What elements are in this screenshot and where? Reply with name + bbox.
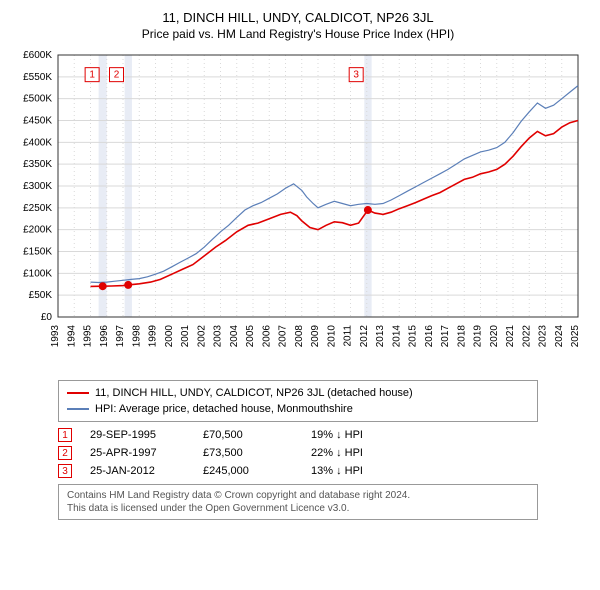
svg-text:3: 3 bbox=[353, 70, 359, 81]
svg-text:1998: 1998 bbox=[131, 325, 142, 348]
svg-text:2024: 2024 bbox=[554, 325, 565, 348]
svg-text:2013: 2013 bbox=[375, 325, 386, 348]
svg-text:2016: 2016 bbox=[424, 325, 435, 348]
svg-text:£250K: £250K bbox=[23, 203, 52, 214]
svg-text:2010: 2010 bbox=[326, 325, 337, 348]
event-marker-3: 3 bbox=[58, 464, 72, 478]
events-list: 1 29-SEP-1995 £70,500 19% ↓ HPI 2 25-APR… bbox=[58, 428, 578, 478]
event-delta: 22% ↓ HPI bbox=[311, 447, 363, 459]
svg-text:£350K: £350K bbox=[23, 159, 52, 170]
attribution-line-1: Contains HM Land Registry data © Crown c… bbox=[67, 489, 529, 502]
svg-text:2025: 2025 bbox=[570, 325, 581, 348]
chart-subtitle: Price paid vs. HM Land Registry's House … bbox=[8, 27, 588, 41]
svg-text:2008: 2008 bbox=[294, 325, 305, 348]
svg-text:2022: 2022 bbox=[521, 325, 532, 348]
svg-text:2012: 2012 bbox=[359, 325, 370, 348]
svg-text:2002: 2002 bbox=[196, 325, 207, 348]
svg-text:2023: 2023 bbox=[538, 325, 549, 348]
event-price: £70,500 bbox=[203, 429, 293, 441]
legend-box: 11, DINCH HILL, UNDY, CALDICOT, NP26 3JL… bbox=[58, 380, 538, 422]
svg-text:2001: 2001 bbox=[180, 325, 191, 348]
svg-text:£450K: £450K bbox=[23, 116, 52, 127]
legend-swatch-hpi bbox=[67, 408, 89, 410]
event-row: 1 29-SEP-1995 £70,500 19% ↓ HPI bbox=[58, 428, 578, 442]
event-date: 29-SEP-1995 bbox=[90, 429, 185, 441]
svg-text:2017: 2017 bbox=[440, 325, 451, 348]
svg-text:£400K: £400K bbox=[23, 137, 52, 148]
svg-text:2018: 2018 bbox=[456, 325, 467, 348]
svg-text:2000: 2000 bbox=[164, 325, 175, 348]
attribution-line-2: This data is licensed under the Open Gov… bbox=[67, 502, 529, 515]
event-date: 25-APR-1997 bbox=[90, 447, 185, 459]
svg-text:2005: 2005 bbox=[245, 325, 256, 348]
event-date: 25-JAN-2012 bbox=[90, 465, 185, 477]
event-row: 3 25-JAN-2012 £245,000 13% ↓ HPI bbox=[58, 464, 578, 478]
event-delta: 19% ↓ HPI bbox=[311, 429, 363, 441]
svg-text:1995: 1995 bbox=[83, 325, 94, 348]
event-price: £73,500 bbox=[203, 447, 293, 459]
svg-text:2021: 2021 bbox=[505, 325, 516, 348]
attribution-box: Contains HM Land Registry data © Crown c… bbox=[58, 484, 538, 520]
event-marker-2: 2 bbox=[58, 446, 72, 460]
legend-label-property: 11, DINCH HILL, UNDY, CALDICOT, NP26 3JL… bbox=[95, 385, 413, 401]
svg-text:2003: 2003 bbox=[213, 325, 224, 348]
svg-text:2020: 2020 bbox=[489, 325, 500, 348]
chart-title: 11, DINCH HILL, UNDY, CALDICOT, NP26 3JL bbox=[8, 10, 588, 25]
event-delta: 13% ↓ HPI bbox=[311, 465, 363, 477]
svg-text:£200K: £200K bbox=[23, 225, 52, 236]
legend-item-hpi: HPI: Average price, detached house, Monm… bbox=[67, 401, 529, 417]
svg-text:2: 2 bbox=[114, 70, 120, 81]
chart-container: 11, DINCH HILL, UNDY, CALDICOT, NP26 3JL… bbox=[0, 0, 600, 532]
svg-text:£50K: £50K bbox=[29, 290, 53, 301]
svg-text:£100K: £100K bbox=[23, 268, 52, 279]
svg-text:2019: 2019 bbox=[473, 325, 484, 348]
svg-text:2015: 2015 bbox=[408, 325, 419, 348]
svg-text:1: 1 bbox=[89, 70, 95, 81]
event-marker-1: 1 bbox=[58, 428, 72, 442]
legend-item-property: 11, DINCH HILL, UNDY, CALDICOT, NP26 3JL… bbox=[67, 385, 529, 401]
svg-text:1994: 1994 bbox=[66, 325, 77, 348]
svg-text:2011: 2011 bbox=[343, 325, 354, 347]
legend-label-hpi: HPI: Average price, detached house, Monm… bbox=[95, 401, 353, 417]
svg-text:2014: 2014 bbox=[391, 325, 402, 348]
chart-plot-area: £0 £50K £100K £150K £200K £250K £300K £350K £400… bbox=[8, 49, 588, 374]
svg-text:£550K: £550K bbox=[23, 72, 52, 83]
svg-text:2006: 2006 bbox=[261, 325, 272, 348]
svg-text:1999: 1999 bbox=[148, 325, 159, 348]
chart-svg: £0 £50K £100K £150K £200K £250K £300K £350K £400… bbox=[8, 49, 588, 369]
event-row: 2 25-APR-1997 £73,500 22% ↓ HPI bbox=[58, 446, 578, 460]
svg-text:£300K: £300K bbox=[23, 181, 52, 192]
svg-text:£150K: £150K bbox=[23, 247, 52, 258]
event-price: £245,000 bbox=[203, 465, 293, 477]
svg-text:£500K: £500K bbox=[23, 94, 52, 105]
svg-text:1997: 1997 bbox=[115, 325, 126, 348]
svg-text:1993: 1993 bbox=[50, 325, 61, 348]
legend-swatch-property bbox=[67, 392, 89, 394]
svg-text:2009: 2009 bbox=[310, 325, 321, 348]
svg-text:1996: 1996 bbox=[99, 325, 110, 348]
svg-text:2007: 2007 bbox=[278, 325, 289, 348]
svg-text:2004: 2004 bbox=[229, 325, 240, 348]
svg-text:£0: £0 bbox=[41, 312, 53, 323]
svg-text:£600K: £600K bbox=[23, 50, 52, 61]
